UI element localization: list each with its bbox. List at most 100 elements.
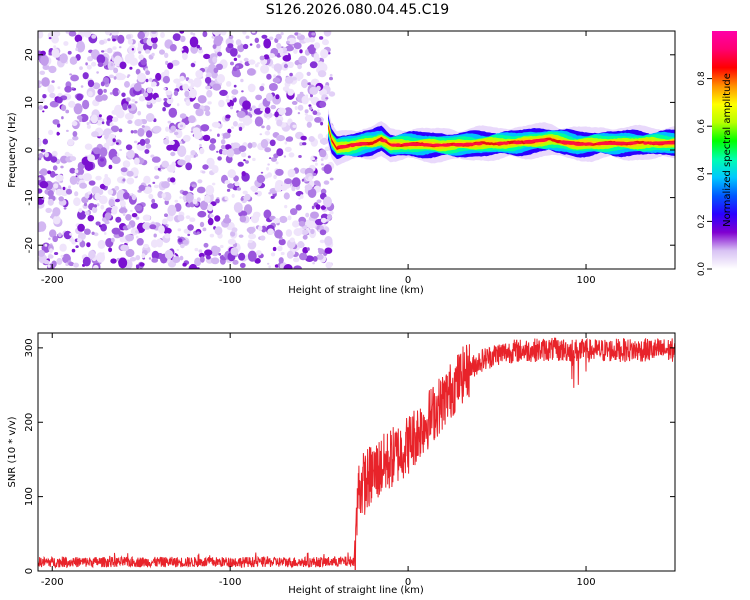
noise-speckle bbox=[218, 252, 222, 256]
noise-speckle bbox=[312, 110, 318, 115]
noise-speckle bbox=[264, 147, 272, 153]
noise-speckle bbox=[261, 34, 268, 39]
noise-speckle bbox=[108, 198, 115, 207]
noise-speckle bbox=[69, 175, 78, 185]
noise-speckle bbox=[301, 78, 309, 89]
noise-speckle bbox=[208, 143, 216, 151]
noise-speckle bbox=[51, 35, 59, 44]
noise-speckle bbox=[69, 156, 77, 162]
noise-speckle bbox=[302, 234, 308, 240]
noise-speckle bbox=[220, 144, 226, 150]
noise-speckle bbox=[273, 63, 283, 72]
noise-speckle bbox=[231, 193, 235, 198]
noise-speckle bbox=[126, 177, 135, 185]
noise-speckle bbox=[237, 54, 241, 58]
noise-speckle bbox=[166, 96, 174, 105]
noise-speckle bbox=[317, 133, 323, 140]
noise-speckle bbox=[329, 76, 333, 81]
noise-speckle bbox=[82, 173, 92, 182]
noise-speckle bbox=[198, 249, 203, 253]
noise-speckle bbox=[238, 234, 244, 238]
noise-speckle bbox=[73, 103, 83, 115]
noise-speckle bbox=[64, 151, 71, 157]
noise-speckle bbox=[96, 120, 103, 126]
noise-speckle bbox=[51, 48, 60, 58]
noise-speckle bbox=[196, 231, 200, 235]
noise-speckle bbox=[254, 63, 259, 68]
noise-speckle bbox=[199, 147, 205, 155]
noise-speckle bbox=[161, 181, 170, 189]
noise-speckle bbox=[201, 170, 206, 174]
noise-speckle bbox=[254, 192, 258, 195]
noise-speckle bbox=[293, 48, 298, 54]
noise-speckle bbox=[185, 99, 191, 106]
noise-speckle bbox=[165, 224, 169, 227]
snr-y-tick-label: 100 bbox=[24, 487, 35, 506]
noise-speckle bbox=[276, 148, 284, 157]
noise-speckle bbox=[126, 151, 133, 157]
noise-speckle bbox=[234, 181, 240, 187]
noise-speckle bbox=[291, 177, 301, 188]
noise-speckle bbox=[293, 228, 303, 237]
noise-speckle bbox=[233, 175, 239, 182]
noise-speckle bbox=[98, 224, 102, 228]
noise-speckle bbox=[139, 262, 145, 267]
noise-speckle bbox=[63, 41, 69, 46]
noise-speckle bbox=[159, 49, 165, 55]
noise-speckle bbox=[185, 192, 194, 203]
noise-speckle bbox=[87, 79, 95, 88]
noise-speckle bbox=[275, 94, 280, 100]
noise-speckle bbox=[47, 84, 55, 94]
noise-speckle bbox=[162, 218, 168, 225]
noise-speckle bbox=[135, 216, 140, 220]
noise-speckle bbox=[244, 193, 251, 201]
noise-speckle bbox=[270, 104, 277, 110]
noise-speckle bbox=[86, 124, 91, 129]
noise-speckle bbox=[189, 217, 196, 222]
noise-speckle bbox=[153, 184, 159, 189]
noise-speckle bbox=[266, 124, 271, 131]
noise-speckle bbox=[239, 60, 243, 64]
noise-speckle bbox=[324, 247, 333, 254]
noise-speckle bbox=[285, 137, 291, 142]
noise-speckle bbox=[242, 43, 249, 50]
noise-speckle bbox=[139, 138, 146, 146]
noise-speckle bbox=[268, 53, 275, 59]
noise-speckle bbox=[173, 254, 176, 258]
spectrogram-y-tick-label: 0 bbox=[24, 147, 35, 153]
noise-speckle bbox=[61, 104, 67, 112]
signal-hotspot bbox=[513, 141, 522, 145]
signal-hotspot bbox=[648, 141, 653, 145]
noise-speckle bbox=[321, 94, 329, 102]
noise-speckle bbox=[274, 111, 279, 118]
noise-speckle bbox=[119, 200, 126, 208]
noise-speckle bbox=[145, 130, 153, 138]
noise-speckle bbox=[224, 144, 232, 150]
noise-speckle bbox=[129, 66, 133, 70]
noise-speckle bbox=[315, 162, 318, 166]
signal-hotspot bbox=[584, 142, 594, 146]
noise-speckle bbox=[170, 125, 177, 133]
noise-speckle bbox=[247, 155, 251, 159]
noise-speckle bbox=[68, 185, 71, 189]
noise-speckle bbox=[109, 92, 114, 95]
noise-speckle bbox=[179, 31, 185, 34]
noise-speckle bbox=[247, 142, 253, 149]
noise-speckle bbox=[228, 34, 234, 40]
noise-speckle bbox=[324, 236, 333, 246]
noise-speckle bbox=[88, 180, 96, 186]
noise-speckle bbox=[74, 34, 83, 43]
noise-speckle bbox=[137, 31, 145, 40]
noise-speckle bbox=[227, 169, 236, 179]
noise-speckle bbox=[108, 133, 116, 139]
noise-speckle bbox=[202, 134, 211, 142]
noise-speckle bbox=[138, 95, 146, 102]
noise-speckle bbox=[163, 138, 170, 145]
noise-speckle bbox=[318, 36, 324, 40]
noise-speckle bbox=[49, 229, 57, 238]
noise-speckle bbox=[189, 36, 199, 48]
noise-speckle bbox=[241, 171, 246, 177]
noise-speckle bbox=[44, 243, 48, 247]
noise-speckle bbox=[110, 125, 119, 133]
noise-speckle bbox=[218, 149, 224, 155]
